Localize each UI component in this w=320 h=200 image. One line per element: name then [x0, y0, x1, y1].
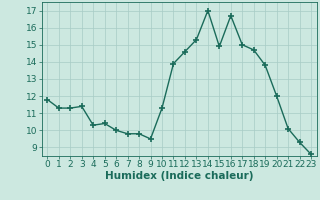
X-axis label: Humidex (Indice chaleur): Humidex (Indice chaleur)	[105, 171, 253, 181]
